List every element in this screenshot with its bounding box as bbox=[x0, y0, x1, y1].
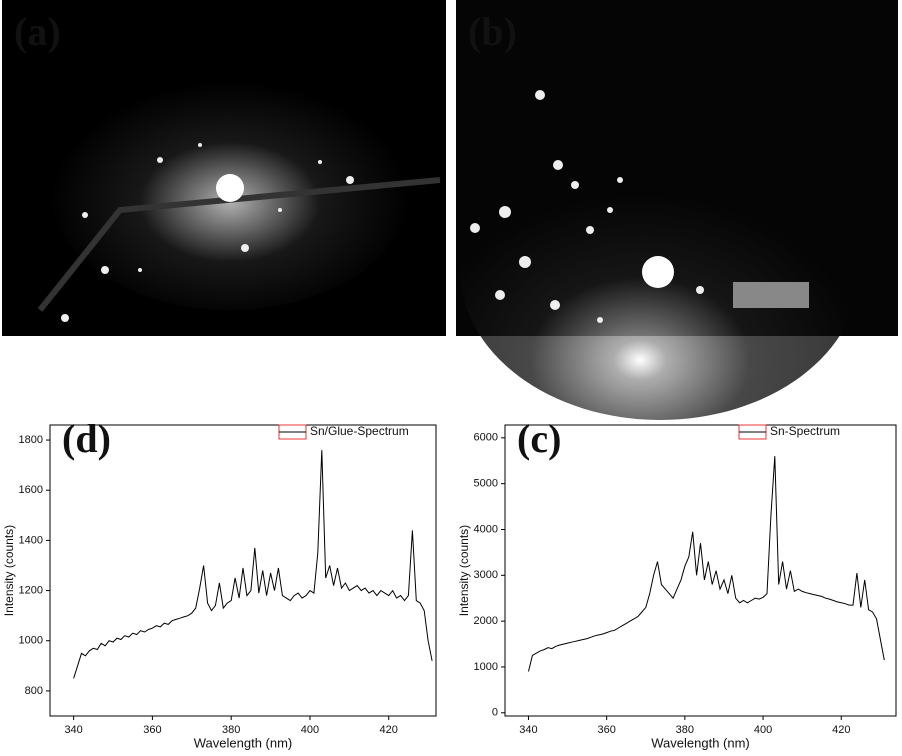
y-tick-label: 1600 bbox=[19, 484, 43, 496]
y-tick-label: 3000 bbox=[474, 569, 498, 581]
spectrum-line bbox=[73, 450, 433, 679]
x-tick-label: 360 bbox=[597, 724, 615, 736]
x-tick-label: 400 bbox=[754, 724, 772, 736]
photo-b bbox=[456, 0, 898, 420]
y-tick-label: 800 bbox=[25, 685, 43, 697]
x-tick-label: 420 bbox=[832, 724, 850, 736]
panel-label: (a) bbox=[14, 9, 61, 54]
y-tick-label: 4000 bbox=[474, 523, 498, 535]
y-tick-label: 1000 bbox=[19, 635, 43, 647]
panel-label: (c) bbox=[517, 416, 561, 461]
y-tick-label: 2000 bbox=[474, 615, 498, 627]
panel-label: (d) bbox=[62, 416, 111, 461]
x-tick-label: 340 bbox=[519, 724, 537, 736]
spectrum-line bbox=[528, 456, 885, 672]
x-tick-label: 380 bbox=[222, 724, 240, 736]
y-tick-label: 1200 bbox=[19, 584, 43, 596]
y-axis-label: Intensity (counts) bbox=[457, 525, 471, 616]
y-tick-label: 1000 bbox=[474, 661, 498, 673]
y-tick-label: 5000 bbox=[474, 478, 498, 490]
plot-frame bbox=[49, 424, 437, 717]
y-tick-label: 0 bbox=[492, 707, 498, 719]
y-axis-label: Intensity (counts) bbox=[2, 525, 16, 616]
y-tick-label: 6000 bbox=[474, 432, 498, 444]
x-tick-label: 380 bbox=[676, 724, 694, 736]
plot-frame bbox=[504, 424, 897, 717]
x-tick-label: 400 bbox=[301, 724, 319, 736]
panel-label: (b) bbox=[468, 9, 517, 54]
x-axis-label: Wavelength (nm) bbox=[194, 735, 293, 750]
x-tick-label: 340 bbox=[64, 724, 82, 736]
x-tick-label: 360 bbox=[143, 724, 161, 736]
x-tick-label: 420 bbox=[380, 724, 398, 736]
y-tick-label: 1800 bbox=[19, 434, 43, 446]
legend-label: Sn-Spectrum bbox=[770, 424, 840, 438]
photo-a bbox=[2, 0, 446, 336]
y-tick-label: 1400 bbox=[19, 534, 43, 546]
x-axis-label: Wavelength (nm) bbox=[651, 735, 750, 750]
legend-label: Sn/Glue-Spectrum bbox=[310, 424, 409, 438]
